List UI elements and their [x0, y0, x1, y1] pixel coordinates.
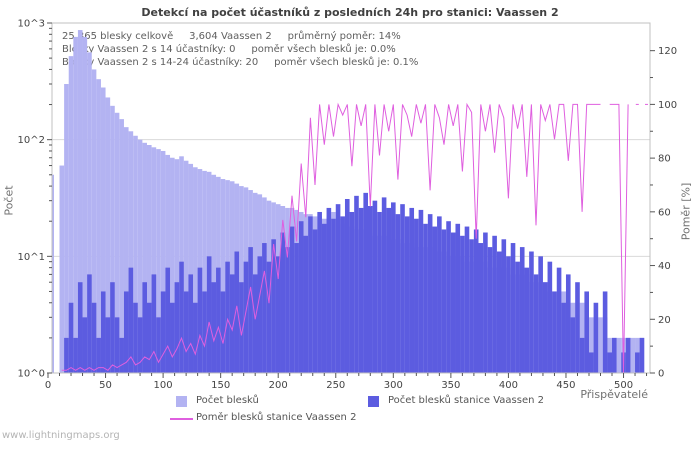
legend-swatch-total-bars — [176, 396, 187, 407]
y-right-tick-label: 0 — [658, 369, 664, 380]
legend-label-station-bars: Počet blesků stanice Vaassen 2 — [388, 395, 545, 406]
y-left-tick-label: 10^3 — [18, 19, 45, 30]
left-axis-title: Počet — [2, 185, 16, 216]
y-left-tick-label: 10^2 — [18, 135, 45, 146]
x-tick-label: 50 — [99, 380, 112, 391]
x-tick-label: 300 — [384, 380, 403, 391]
x-tick-label: 500 — [614, 380, 633, 391]
x-axis-title: Přispěvatelé — [580, 388, 648, 401]
y-right-tick-label: 20 — [658, 315, 671, 326]
y-right-tick-label: 80 — [658, 154, 671, 165]
x-tick-label: 450 — [556, 380, 575, 391]
left-axis-ticks: 10^0 10^1 10^2 10^3 — [18, 19, 52, 380]
y-right-tick-label: 40 — [658, 261, 671, 272]
x-tick-label: 400 — [499, 380, 518, 391]
legend-label-ratio-line: Poměr blesků stanice Vaassen 2 — [196, 412, 357, 423]
y-left-tick-label: 10^1 — [18, 252, 45, 263]
x-axis-ticks: 0 50 100 150 200 250 300 350 400 450 500 — [45, 373, 648, 391]
legend-swatch-ratio-line — [170, 418, 193, 420]
y-right-tick-label: 100 — [658, 100, 677, 111]
x-tick-label: 250 — [326, 380, 345, 391]
x-tick-label: 200 — [269, 380, 288, 391]
legend-swatch-station-bars — [368, 396, 379, 407]
x-tick-label: 100 — [154, 380, 173, 391]
page-title: Detekcí na počet účastníků z posledních … — [141, 6, 559, 19]
y-right-tick-label: 120 — [658, 46, 677, 57]
plot-border — [51, 22, 651, 374]
x-tick-label: 350 — [441, 380, 460, 391]
ratio-line — [61, 102, 648, 374]
y-right-tick-label: 60 — [658, 207, 671, 218]
watermark-url: www.lightningmaps.org — [2, 430, 120, 441]
y-left-tick-label: 10^0 — [18, 369, 45, 380]
right-axis-ticks: 0 20 40 60 80 100 120 — [650, 46, 677, 380]
legend-label-total-bars: Počet blesků — [196, 395, 259, 406]
x-tick-label: 150 — [211, 380, 230, 391]
station-histogram — [64, 192, 645, 373]
right-axis-title: Poměr [%] — [679, 182, 693, 241]
x-tick-label: 0 — [45, 380, 51, 391]
